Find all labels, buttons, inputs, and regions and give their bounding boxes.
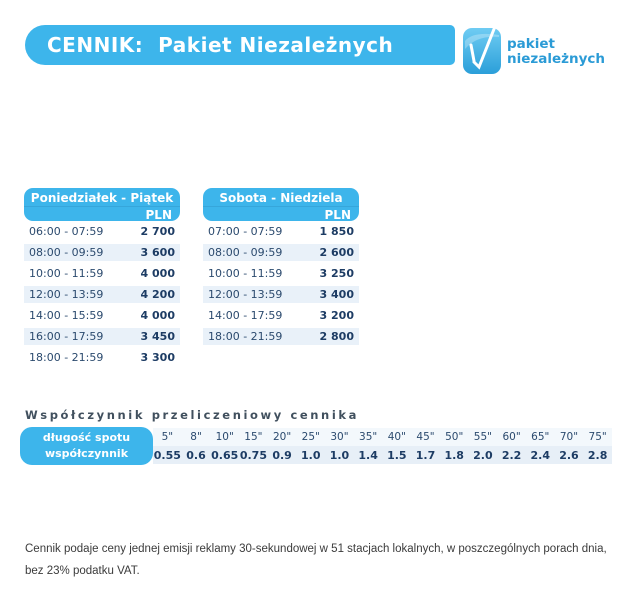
- time-slot: 07:00 - 07:59: [208, 225, 283, 238]
- spot-length-label: długość spotu: [42, 431, 131, 444]
- time-slot: 06:00 - 07:59: [29, 225, 104, 238]
- table-row: 18:00 - 21:59 2 800: [203, 326, 359, 347]
- spot-length: 45": [416, 431, 435, 443]
- coefficient-value-row: 0.55 0.6 0.65 0.75 0.9 1.0 1.0 1.4 1.5 1…: [153, 446, 612, 464]
- spot-length: 75": [588, 431, 607, 443]
- table-row: 12:00 - 13:59 3 400: [203, 284, 359, 305]
- price-value: 3 250: [319, 267, 354, 280]
- coefficient-value: 1.8: [444, 448, 464, 462]
- coefficient-value: 1.7: [415, 448, 436, 462]
- weekend-price-table: Sobota - Niedziela PLN 07:00 - 07:59 1 8…: [203, 188, 359, 347]
- time-slot: 10:00 - 11:59: [29, 267, 104, 280]
- price-value: 4 200: [140, 288, 175, 301]
- coefficient-value: 0.9: [272, 448, 292, 462]
- spot-length: 15": [244, 431, 263, 443]
- coefficient-value: 2.6: [559, 448, 579, 462]
- spot-length: 35": [359, 431, 378, 443]
- time-slot: 14:00 - 15:59: [29, 309, 104, 322]
- coefficient-table: 5" 8" 10" 15" 20" 25" 30" 35" 40" 45" 50…: [153, 428, 612, 464]
- spot-length-row: 5" 8" 10" 15" 20" 25" 30" 35" 40" 45" 50…: [153, 428, 612, 446]
- logo-text-line2: niezależnych: [507, 51, 606, 67]
- price-value: 1 850: [319, 225, 354, 238]
- table-row: 18:00 - 21:59 3 300: [24, 347, 180, 368]
- table-row: 10:00 - 11:59 4 000: [24, 263, 180, 284]
- time-slot: 10:00 - 11:59: [208, 267, 283, 280]
- time-slot: 12:00 - 13:59: [208, 288, 283, 301]
- coefficient-label: współczynnik: [44, 447, 129, 460]
- price-value: 3 600: [140, 246, 175, 259]
- price-value: 4 000: [140, 309, 175, 322]
- weekday-table-header: Poniedziałek - Piątek PLN: [24, 188, 180, 222]
- price-value: 3 450: [140, 330, 175, 343]
- coefficient-value: 1.5: [387, 448, 407, 462]
- spot-length: 40": [387, 431, 406, 443]
- spot-length: 8": [190, 431, 202, 443]
- price-value: 3 300: [140, 351, 175, 364]
- price-value: 3 400: [319, 288, 354, 301]
- coefficient-value: 2.8: [587, 448, 608, 462]
- coefficient-value: 0.65: [211, 448, 239, 462]
- footnote-line2: bez 23% podatku VAT.: [25, 565, 140, 577]
- coefficient-value: 2.2: [501, 448, 522, 462]
- weekday-price-table: Poniedziałek - Piątek PLN 06:00 - 07:59 …: [24, 188, 180, 368]
- time-slot: 08:00 - 09:59: [208, 246, 283, 259]
- spot-length: 10": [215, 431, 234, 443]
- spot-length: 55": [473, 431, 492, 443]
- table-row: 07:00 - 07:59 1 850: [203, 221, 359, 242]
- spot-length: 5": [161, 431, 174, 443]
- price-value: 2 600: [319, 246, 354, 259]
- coefficient-value: 1.0: [301, 448, 321, 462]
- price-value: 2 700: [140, 225, 175, 238]
- spot-length: 70": [559, 431, 579, 443]
- table-row: 16:00 - 17:59 3 450: [24, 326, 180, 347]
- table-row: 08:00 - 09:59 3 600: [24, 242, 180, 263]
- price-value: 4 000: [140, 267, 175, 280]
- coefficient-value: 2.0: [473, 448, 493, 462]
- spot-length: 30": [330, 431, 349, 443]
- spot-length: 20": [272, 431, 292, 443]
- coefficient-value: 0.6: [186, 448, 206, 462]
- footnote-line1: Cennik podaje ceny jednej emisji reklamy…: [25, 543, 607, 555]
- spot-length: 60": [502, 431, 521, 443]
- footnote: Cennik podaje ceny jednej emisji reklamy…: [25, 538, 610, 582]
- coefficient-value: 0.75: [239, 448, 267, 462]
- page-title: CENNIK: Pakiet Niezależnych: [47, 33, 394, 57]
- table-row: 14:00 - 15:59 4 000: [24, 305, 180, 326]
- table-row: 08:00 - 09:59 2 600: [203, 242, 359, 263]
- logo-n-icon: [463, 22, 501, 74]
- coefficient-value: 0.55: [153, 448, 181, 462]
- page-title-banner: CENNIK: Pakiet Niezależnych: [25, 25, 455, 65]
- time-slot: 12:00 - 13:59: [29, 288, 104, 301]
- time-slot: 08:00 - 09:59: [29, 246, 104, 259]
- pakiet-niezaleznych-logo: pakiet niezależnych: [463, 22, 605, 75]
- weekend-table-title: Sobota - Niedziela: [203, 191, 359, 207]
- price-value: 2 800: [319, 330, 354, 343]
- weekday-currency-label: PLN: [145, 208, 172, 222]
- weekday-table-title: Poniedziałek - Piątek: [24, 191, 180, 207]
- time-slot: 18:00 - 21:59: [29, 351, 104, 364]
- table-row: 10:00 - 11:59 3 250: [203, 263, 359, 284]
- time-slot: 16:00 - 17:59: [29, 330, 104, 343]
- spot-length: 65": [531, 431, 550, 443]
- weekend-table-header: Sobota - Niedziela PLN: [203, 188, 359, 222]
- coefficient-value: 1.0: [329, 448, 350, 462]
- time-slot: 18:00 - 21:59: [208, 330, 283, 343]
- logo-text-line1: pakiet: [507, 36, 555, 52]
- coefficient-value: 1.4: [358, 448, 378, 462]
- spot-length: 25": [301, 431, 320, 443]
- coefficient-section-title: Współczynnik przeliczeniowy cennika: [25, 408, 359, 422]
- logo-text: pakiet niezależnych: [507, 37, 605, 67]
- weekend-currency-label: PLN: [324, 208, 351, 222]
- table-row: 14:00 - 17:59 3 200: [203, 305, 359, 326]
- time-slot: 14:00 - 17:59: [208, 309, 283, 322]
- table-row: 12:00 - 13:59 4 200: [24, 284, 180, 305]
- coefficient-value: 2.4: [530, 448, 551, 462]
- table-row: 06:00 - 07:59 2 700: [24, 221, 180, 242]
- price-value: 3 200: [319, 309, 354, 322]
- spot-length: 50": [445, 431, 464, 443]
- coefficient-row-labels: długość spotu współczynnik: [20, 427, 153, 465]
